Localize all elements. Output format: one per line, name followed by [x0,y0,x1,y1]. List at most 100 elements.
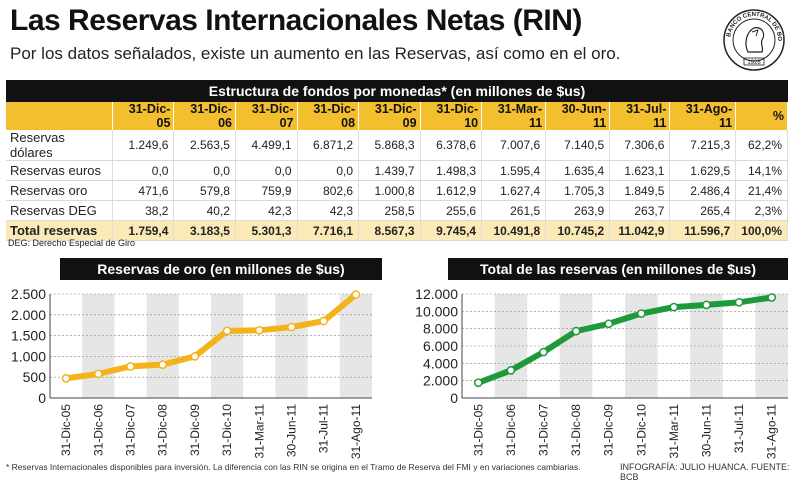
row-label: Reservas oro [6,180,113,201]
table-cell: 1.705,3 [545,180,611,201]
x-tick-label: 31-Dic-06 [91,404,105,456]
column-header-6: 31-Mar-11 [481,102,547,130]
table-cell: 14,1% [735,160,788,181]
column-header-8: 31-Jul-11 [609,102,671,130]
x-tick-label: 31-Dic-05 [471,404,485,456]
table-cell: 3.183,5 [173,220,236,241]
table-cell: 1.595,4 [481,160,547,181]
x-tick-label: 31-Dic-07 [124,404,138,456]
table-header-row: 31-Dic-05 31-Dic-06 31-Dic-07 31-Dic-08 31-D… [6,102,788,130]
data-point [351,290,361,299]
column-band [339,294,372,398]
column-band [146,294,179,398]
table-cell: 802,6 [297,180,360,201]
data-point [126,362,135,371]
x-tick-label: 31-Dic-09 [188,404,202,456]
data-point [734,297,744,307]
table-cell: 7.215,3 [669,130,737,161]
y-tick-label: 0 [38,390,46,406]
data-point [702,300,711,310]
svg-text:BANCO CENTRAL DE BOLIVIA: BANCO CENTRAL DE BOLIVIA [722,8,782,42]
table-cell: 5.868,3 [358,130,421,161]
table-cell: 42,3 [297,200,360,221]
data-point [473,378,483,388]
table-cell: 2.486,4 [669,180,737,201]
table-cell: 38,2 [112,200,175,221]
table-cell: 7.007,6 [481,130,547,161]
deg-note: DEG: Derecho Especial de Giro [8,238,136,248]
table-cell: 255,6 [420,200,483,221]
infographic-credit: INFOGRAFÍA: JULIO HUANCA. FUENTE: BCB [620,462,790,482]
x-tick-label: 31-Ago-11 [349,404,363,459]
y-tick-label: 2.000 [423,373,458,389]
footnote: * Reservas Internacionales disponibles p… [6,462,581,472]
column-header-7: 30-Jun-11 [545,102,611,130]
x-tick-label: 31-Dic-08 [569,404,583,456]
table-cell: 759,9 [235,180,298,201]
svg-text:1928: 1928 [747,60,761,66]
table-cell: 265,4 [669,200,737,221]
data-point [539,347,548,357]
reserves-data-table: 31-Dic-05 31-Dic-06 31-Dic-07 31-Dic-08 31-D… [6,102,788,241]
table-cell: 2.563,5 [173,130,236,161]
table-cell: 1.849,5 [609,180,671,201]
column-header-5: 31-Dic-10 [420,102,483,130]
table-cell: 471,6 [112,180,175,201]
y-tick-label: 4.000 [423,355,458,371]
column-header-2: 31-Dic-07 [235,102,298,130]
row-label: Reservas DEG [6,200,113,221]
x-tick-label: 31-Dic-10 [220,404,234,456]
page-subtitle: Por los datos señalados, existe un aumen… [10,44,621,63]
bcb-seal-logo: BANCO CENTRAL DE BOLIVIA 1928 [722,8,785,71]
row-label: Total reservas [6,220,113,241]
x-tick-label: 31-Mar-11 [667,404,681,459]
table-cell: 6.378,6 [420,130,483,161]
total-chart-title: Total de las reservas (en millones de $u… [448,258,788,280]
x-tick-label: 31-Dic-08 [156,404,170,456]
series-line [475,294,775,386]
row-label: Reservas dólares [6,130,113,161]
table-cell: 261,5 [481,200,547,221]
table-row: Reservas euros 0,0 0,0 0,0 0,0 1.439,7 1.498,3… [6,160,788,181]
table-cell: 1.759,4 [112,220,175,241]
table-cell: 0,0 [235,160,298,181]
data-point [190,352,200,361]
column-band [82,294,115,398]
table-cell: 2,3% [735,200,788,221]
table-cell: 7.140,5 [545,130,611,161]
table-cell: 40,2 [173,200,236,221]
table-cell: 0,0 [112,160,175,181]
table-cell: 579,8 [173,180,236,201]
table-cell: 42,3 [235,200,298,221]
column-header-1: 31-Dic-06 [173,102,236,130]
table-cell: 1.249,6 [112,130,175,161]
column-header-9: 31-Ago-11 [669,102,737,130]
column-header-0: 31-Dic-05 [112,102,175,130]
y-tick-label: 1.500 [11,328,46,344]
table-cell: 5.301,3 [235,220,298,241]
column-header-3: 31-Dic-08 [297,102,360,130]
data-point [222,326,232,336]
table-total-row: Total reservas 1.759,4 3.183,5 5.301,3 7.716… [6,220,788,241]
table-cell: 8.567,3 [358,220,421,241]
table-row: Reservas dólares 1.249,6 2.563,5 4.499,1 6.8… [6,130,788,161]
table-cell: 10.745,2 [545,220,611,241]
y-tick-label: 1.000 [11,348,46,364]
data-point [61,374,71,383]
column-header-10: % [735,102,788,130]
table-cell: 21,4% [735,180,788,201]
table-cell: 10.491,8 [481,220,547,241]
y-tick-label: 2.000 [11,307,46,323]
data-point [287,322,296,332]
y-tick-label: 2.500 [11,286,46,302]
data-point [571,326,581,336]
data-point [93,369,103,379]
table-cell: 1.439,7 [358,160,421,181]
y-tick-label: 10.000 [415,303,458,319]
table-cell: 0,0 [173,160,236,181]
table-header-corner [6,102,113,130]
table-row: Reservas DEG 38,2 40,2 42,3 42,3 258,5 255,6 26… [6,200,788,221]
table-cell: 1.627,4 [481,180,547,201]
table-cell: 4.499,1 [235,130,298,161]
x-tick-label: 31-Jul-11 [732,404,746,453]
